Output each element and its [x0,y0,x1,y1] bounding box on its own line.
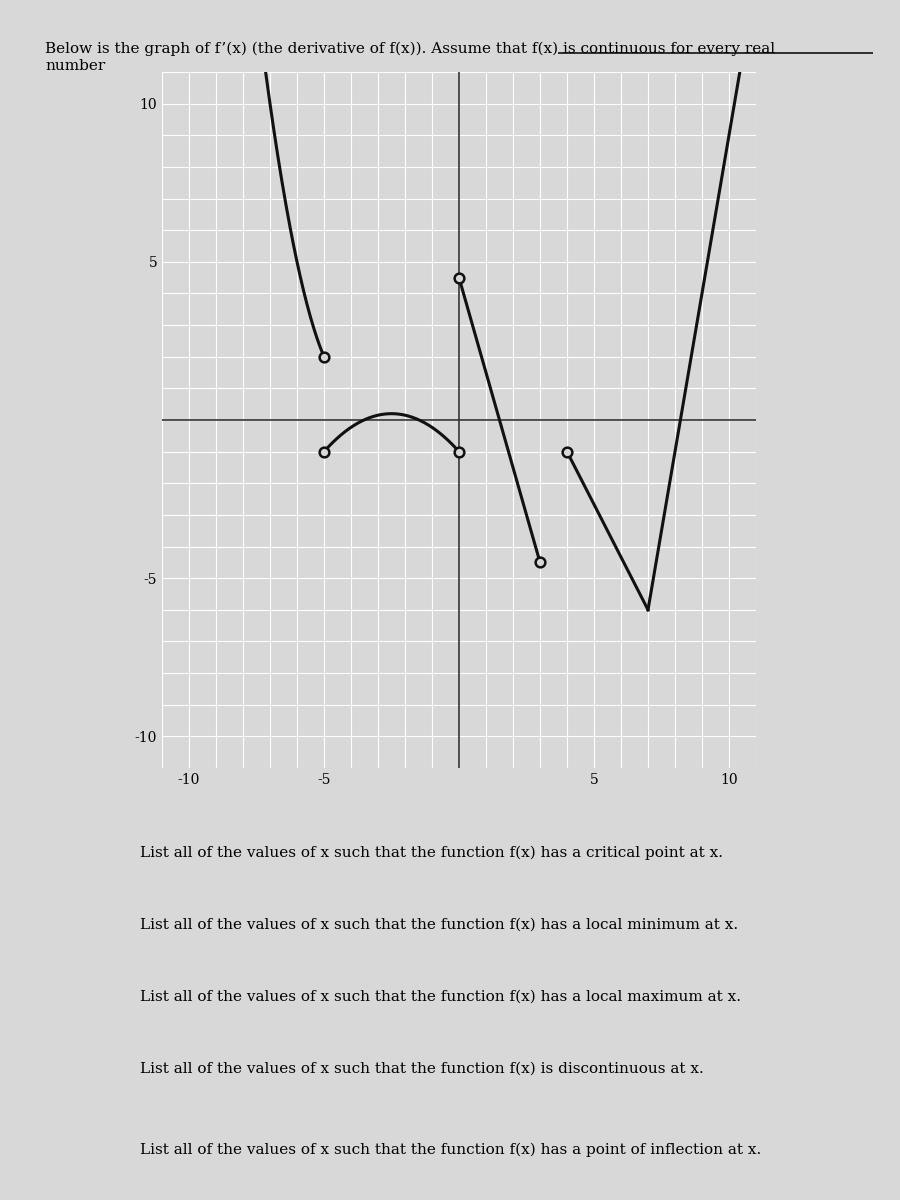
Text: List all of the values of x such that the function f(x) has a local minimum at x: List all of the values of x such that th… [140,918,738,932]
Text: List all of the values of x such that the function f(x) has a critical point at : List all of the values of x such that th… [140,846,723,860]
Text: Below is the graph of f’(x) (the derivative of f(x)). Assume that f(x) is contin: Below is the graph of f’(x) (the derivat… [45,42,775,72]
Text: List all of the values of x such that the function f(x) has a point of inflectio: List all of the values of x such that th… [140,1142,760,1157]
Text: List all of the values of x such that the function f(x) has a local maximum at x: List all of the values of x such that th… [140,990,741,1004]
Text: List all of the values of x such that the function f(x) is discontinuous at x.: List all of the values of x such that th… [140,1062,703,1076]
